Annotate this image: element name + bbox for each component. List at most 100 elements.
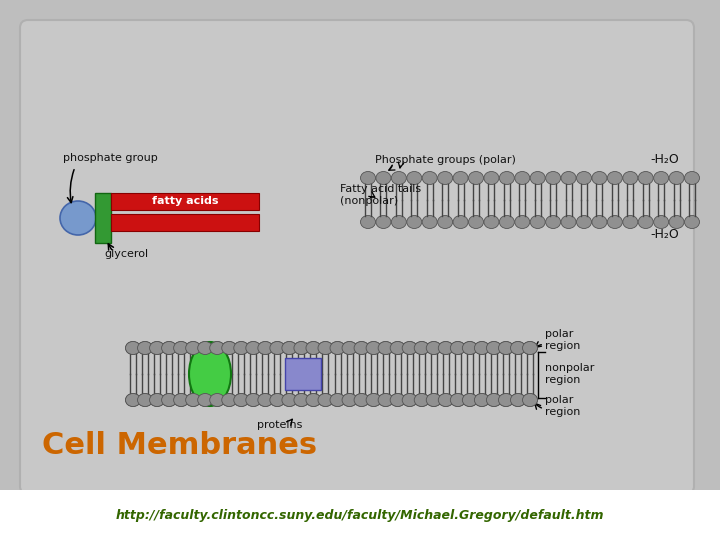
Ellipse shape bbox=[210, 341, 225, 354]
Ellipse shape bbox=[469, 215, 484, 228]
Ellipse shape bbox=[414, 394, 429, 407]
Ellipse shape bbox=[438, 394, 454, 407]
Ellipse shape bbox=[342, 341, 357, 354]
Ellipse shape bbox=[318, 394, 333, 407]
Ellipse shape bbox=[426, 341, 441, 354]
Ellipse shape bbox=[402, 341, 417, 354]
Ellipse shape bbox=[530, 215, 545, 228]
Ellipse shape bbox=[484, 172, 499, 185]
Ellipse shape bbox=[515, 215, 530, 228]
Ellipse shape bbox=[450, 394, 465, 407]
Ellipse shape bbox=[222, 394, 237, 407]
Ellipse shape bbox=[60, 201, 96, 235]
Ellipse shape bbox=[186, 394, 201, 407]
Ellipse shape bbox=[487, 394, 501, 407]
Ellipse shape bbox=[426, 394, 441, 407]
Ellipse shape bbox=[174, 341, 189, 354]
Ellipse shape bbox=[510, 394, 526, 407]
Ellipse shape bbox=[462, 341, 477, 354]
Ellipse shape bbox=[378, 394, 393, 407]
Ellipse shape bbox=[438, 172, 453, 185]
Ellipse shape bbox=[390, 394, 405, 407]
Ellipse shape bbox=[407, 172, 422, 185]
Ellipse shape bbox=[186, 394, 201, 407]
Text: http://faculty.clintoncc.suny.edu/faculty/Michael.Gregory/default.htm: http://faculty.clintoncc.suny.edu/facult… bbox=[116, 509, 604, 522]
Ellipse shape bbox=[270, 394, 285, 407]
Ellipse shape bbox=[438, 394, 454, 407]
Ellipse shape bbox=[392, 215, 406, 228]
Ellipse shape bbox=[685, 172, 700, 185]
Text: http://faculty.clintoncc.suny.edu/faculty/Michael.Gregory/default.htm: http://faculty.clintoncc.suny.edu/facult… bbox=[116, 509, 604, 522]
Ellipse shape bbox=[161, 341, 176, 354]
Ellipse shape bbox=[390, 394, 405, 407]
Text: fatty acids: fatty acids bbox=[152, 197, 218, 206]
Ellipse shape bbox=[234, 341, 249, 354]
Ellipse shape bbox=[450, 341, 465, 354]
Ellipse shape bbox=[138, 394, 153, 407]
Ellipse shape bbox=[354, 341, 369, 354]
Ellipse shape bbox=[150, 341, 165, 354]
Ellipse shape bbox=[234, 394, 249, 407]
Ellipse shape bbox=[546, 215, 561, 228]
Ellipse shape bbox=[161, 394, 176, 407]
Ellipse shape bbox=[306, 394, 321, 407]
Ellipse shape bbox=[438, 341, 454, 354]
Ellipse shape bbox=[515, 172, 530, 185]
Ellipse shape bbox=[577, 215, 592, 228]
Ellipse shape bbox=[414, 394, 429, 407]
Ellipse shape bbox=[498, 341, 513, 354]
Ellipse shape bbox=[402, 394, 417, 407]
Ellipse shape bbox=[638, 215, 653, 228]
Ellipse shape bbox=[487, 341, 501, 354]
Text: Fatty acid tails
(nonpolar): Fatty acid tails (nonpolar) bbox=[340, 184, 421, 206]
Text: proteins: proteins bbox=[257, 420, 302, 430]
Ellipse shape bbox=[282, 394, 297, 407]
Ellipse shape bbox=[378, 341, 393, 354]
Ellipse shape bbox=[498, 394, 513, 407]
Ellipse shape bbox=[125, 394, 140, 407]
Ellipse shape bbox=[174, 394, 189, 407]
Ellipse shape bbox=[138, 394, 153, 407]
Bar bbox=[285, 358, 321, 390]
Ellipse shape bbox=[592, 172, 607, 185]
Ellipse shape bbox=[234, 394, 249, 407]
Ellipse shape bbox=[198, 394, 212, 407]
Ellipse shape bbox=[438, 341, 454, 354]
Text: Cell Membranes: Cell Membranes bbox=[42, 430, 317, 460]
Ellipse shape bbox=[474, 394, 490, 407]
Ellipse shape bbox=[402, 341, 417, 354]
Ellipse shape bbox=[186, 341, 201, 354]
Ellipse shape bbox=[474, 394, 490, 407]
Ellipse shape bbox=[282, 341, 297, 354]
Ellipse shape bbox=[186, 341, 201, 354]
Ellipse shape bbox=[438, 215, 453, 228]
Ellipse shape bbox=[392, 172, 406, 185]
Ellipse shape bbox=[234, 341, 249, 354]
Ellipse shape bbox=[210, 341, 225, 354]
Ellipse shape bbox=[354, 394, 369, 407]
Ellipse shape bbox=[378, 341, 393, 354]
FancyBboxPatch shape bbox=[20, 20, 694, 494]
Ellipse shape bbox=[258, 341, 273, 354]
Ellipse shape bbox=[414, 341, 429, 354]
Ellipse shape bbox=[258, 394, 273, 407]
Ellipse shape bbox=[422, 172, 437, 185]
Ellipse shape bbox=[366, 394, 381, 407]
Ellipse shape bbox=[685, 215, 700, 228]
Ellipse shape bbox=[246, 394, 261, 407]
Ellipse shape bbox=[366, 394, 381, 407]
Ellipse shape bbox=[450, 341, 465, 354]
Ellipse shape bbox=[546, 172, 561, 185]
Ellipse shape bbox=[366, 341, 381, 354]
Ellipse shape bbox=[638, 172, 653, 185]
Bar bbox=[111, 214, 259, 231]
Ellipse shape bbox=[318, 341, 333, 354]
Ellipse shape bbox=[198, 341, 212, 354]
Ellipse shape bbox=[407, 215, 422, 228]
Text: polar
region: polar region bbox=[545, 329, 580, 351]
Ellipse shape bbox=[623, 215, 638, 228]
Ellipse shape bbox=[498, 394, 513, 407]
Ellipse shape bbox=[246, 341, 261, 354]
Ellipse shape bbox=[453, 172, 468, 185]
Ellipse shape bbox=[561, 215, 576, 228]
